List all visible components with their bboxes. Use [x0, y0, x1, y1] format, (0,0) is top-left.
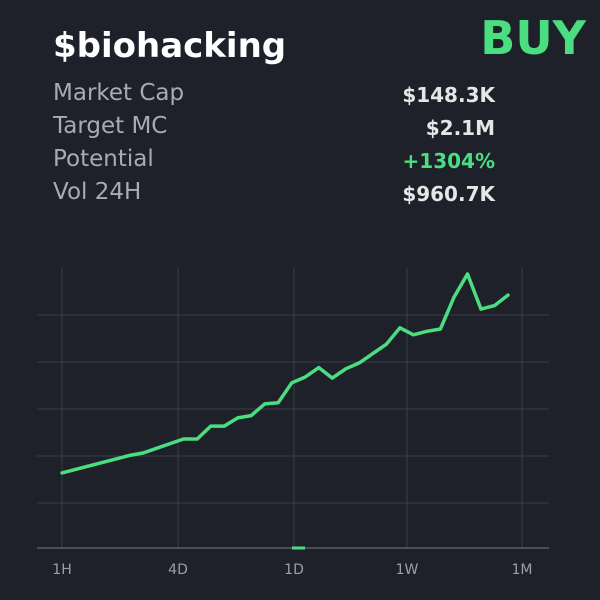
price-point [170, 443, 171, 444]
price-point [359, 362, 360, 363]
price-point [89, 465, 90, 466]
price-point [332, 378, 333, 379]
stat-label: Market Cap [53, 80, 185, 106]
price-point [467, 274, 468, 275]
price-point [75, 469, 76, 470]
stat-row-market-cap: Market Cap $148.3K [53, 80, 495, 113]
price-point [305, 377, 306, 378]
price-point [183, 439, 184, 440]
x-tick-label: 4D [168, 562, 188, 578]
price-point [210, 426, 211, 427]
price-point [197, 439, 198, 440]
price-point [291, 382, 292, 383]
price-point [224, 426, 225, 427]
stat-row-target-mc: Target MC $2.1M [53, 113, 495, 146]
price-point [494, 305, 495, 306]
price-point [508, 295, 509, 296]
stat-row-vol-24h: Vol 24H $960.7K [53, 179, 495, 212]
x-tick-label: 1M [512, 562, 533, 578]
stats-list: Market Cap $148.3K Target MC $2.1M Poten… [53, 80, 495, 212]
price-point [453, 297, 454, 298]
stat-value: $148.3K [402, 83, 495, 107]
price-point [481, 309, 482, 310]
signal-badge: BUY [480, 11, 586, 65]
price-point [264, 403, 265, 404]
price-point [129, 455, 130, 456]
stat-value: $960.7K [402, 182, 495, 206]
stat-value: +1304% [402, 149, 495, 173]
price-point [413, 334, 414, 335]
price-point [372, 353, 373, 354]
price-point [143, 453, 144, 454]
price-point [116, 458, 117, 459]
price-point [440, 329, 441, 330]
price-point [102, 462, 103, 463]
x-tick-label: 1D [284, 562, 304, 578]
price-point [345, 368, 346, 369]
price-point [318, 367, 319, 368]
stat-label: Potential [53, 146, 154, 172]
price-point [251, 415, 252, 416]
stat-row-potential: Potential +1304% [53, 146, 495, 179]
x-tick-label: 1W [396, 562, 419, 578]
token-title: $biohacking [53, 26, 287, 66]
price-point [62, 472, 63, 473]
price-point [278, 402, 279, 403]
x-tick-label: 1H [52, 562, 71, 578]
stat-value: $2.1M [425, 116, 495, 140]
price-point [237, 417, 238, 418]
price-point [426, 331, 427, 332]
price-series-line [60, 272, 510, 475]
stat-label: Target MC [53, 113, 168, 139]
stat-label: Vol 24H [53, 179, 142, 205]
price-point [399, 327, 400, 328]
price-point [156, 448, 157, 449]
price-point [386, 344, 387, 345]
